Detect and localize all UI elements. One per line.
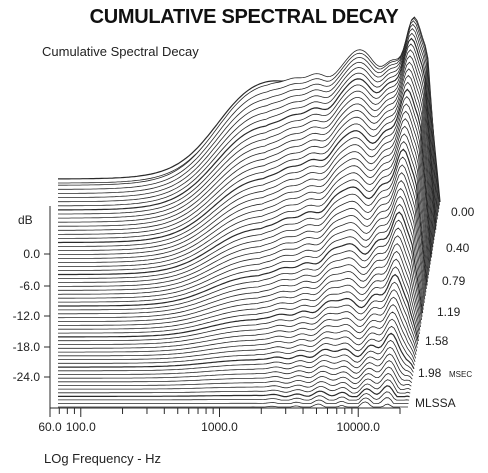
y-tick-label: 0.0 bbox=[23, 247, 40, 261]
decay-traces bbox=[57, 16, 441, 408]
chart-title: CUMULATIVE SPECTRAL DECAY bbox=[89, 6, 399, 28]
y-tick-label: -18.0 bbox=[13, 340, 41, 354]
decay-slice bbox=[58, 373, 411, 390]
time-slice-label: 0.40 bbox=[446, 241, 470, 255]
y-tick-label: -12.0 bbox=[13, 309, 41, 323]
decay-slice bbox=[58, 401, 408, 408]
y-tick-label: -24.0 bbox=[13, 370, 41, 384]
time-slice-label: 1.98 bbox=[418, 366, 442, 380]
x-tick-label: 100.0 bbox=[66, 420, 96, 434]
y-axis-label: dB bbox=[18, 213, 33, 227]
x-tick-label: 10000.0 bbox=[337, 420, 381, 434]
decay-slice bbox=[58, 385, 410, 398]
time-slice-label: 0.00 bbox=[451, 205, 475, 219]
y-tick-label: -6.0 bbox=[19, 279, 40, 293]
x-tick-label: 60.0 bbox=[38, 420, 62, 434]
chart-subtitle: Cumulative Spectral Decay bbox=[42, 44, 199, 59]
time-slice-label: 1.58 bbox=[425, 334, 449, 348]
decay-slice bbox=[58, 397, 409, 404]
decay-slice bbox=[58, 391, 410, 401]
decay-slice bbox=[58, 379, 411, 394]
x-tick-label: 1000.0 bbox=[201, 420, 238, 434]
plot-labels: 60.0 100.0 1000.0 10000.0 dB 0.0 -6.0 -12.0 -18.… bbox=[13, 205, 475, 434]
x-axis-label: LOg Frequency - Hz bbox=[44, 451, 162, 466]
time-slice-label: 0.79 bbox=[442, 274, 466, 288]
time-unit-label: MSEC bbox=[449, 370, 472, 379]
analyzer-label: MLSSA bbox=[415, 396, 456, 410]
plot-axes bbox=[44, 206, 401, 417]
time-slice-label: 1.19 bbox=[437, 305, 461, 319]
